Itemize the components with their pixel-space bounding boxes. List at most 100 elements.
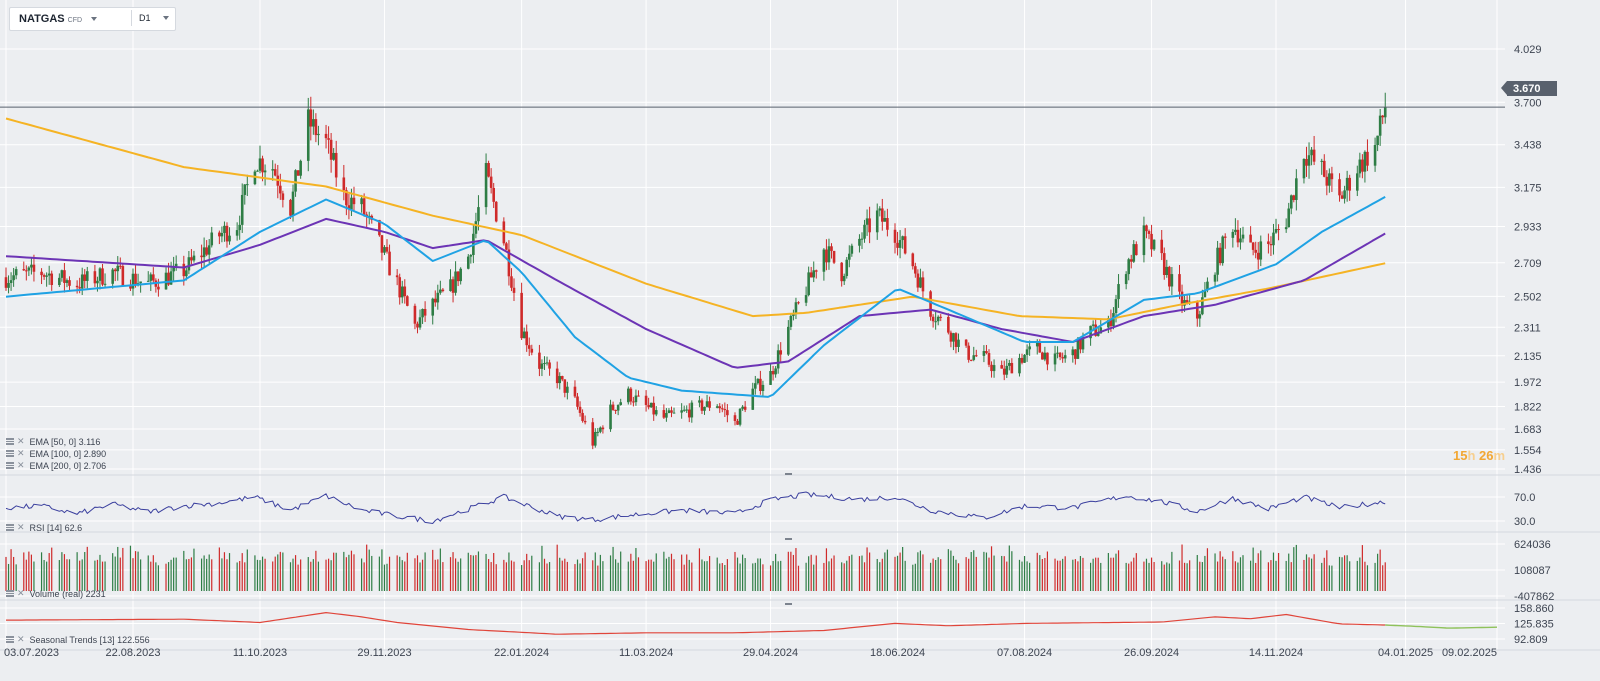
candle-body <box>78 287 81 289</box>
candle-body <box>825 249 828 263</box>
candle-body <box>832 250 836 263</box>
y-tick-label: 4.029 <box>1514 44 1542 56</box>
close-icon[interactable]: ✕ <box>17 634 25 644</box>
close-icon[interactable]: ✕ <box>17 448 25 458</box>
close-icon[interactable]: ✕ <box>17 460 25 470</box>
candle-body <box>992 365 996 372</box>
candle-body <box>299 160 302 176</box>
y-tick-label: 2.933 <box>1514 222 1542 234</box>
candle-body <box>243 184 247 195</box>
candle-body <box>431 298 435 316</box>
candle-body <box>1198 314 1202 319</box>
candle-body <box>916 273 920 288</box>
candle-body <box>1345 177 1349 191</box>
candle-body <box>914 266 917 274</box>
candle-body <box>1274 229 1278 233</box>
candle-body <box>507 249 511 277</box>
pane-resize-handle <box>785 538 792 540</box>
candle-body <box>627 388 630 403</box>
legend-ema100[interactable]: ✕ EMA [100, 0] 2.890 <box>6 448 106 459</box>
candle-body <box>350 197 353 210</box>
candle-body <box>202 247 206 258</box>
candle-body <box>1366 151 1369 166</box>
y-tick-label: 125.835 <box>1514 618 1554 630</box>
close-icon[interactable]: ✕ <box>17 522 25 532</box>
candle-body <box>1010 362 1014 374</box>
candle-body <box>720 408 724 410</box>
menu-icon[interactable] <box>6 524 14 531</box>
candle-body <box>715 406 719 408</box>
menu-icon[interactable] <box>6 438 14 445</box>
legend-ema50[interactable]: ✕ EMA [50, 0] 3.116 <box>6 436 100 447</box>
legend-ema200[interactable]: ✕ EMA [200, 0] 2.706 <box>6 460 106 471</box>
candle-body <box>700 400 704 411</box>
candle-body <box>190 257 193 261</box>
candle-body <box>804 295 808 303</box>
candle-body <box>101 268 104 285</box>
close-icon[interactable]: ✕ <box>17 588 25 598</box>
candle-body <box>1099 327 1103 334</box>
candle-body <box>1023 354 1026 363</box>
candle-body <box>787 326 790 355</box>
candle-body <box>583 420 587 423</box>
candle-body <box>1094 324 1097 336</box>
symbol-name[interactable]: NATGAS <box>19 13 65 25</box>
candle-body <box>599 427 602 432</box>
menu-icon[interactable] <box>6 590 14 597</box>
candle-body <box>609 404 612 430</box>
candle-body <box>1307 155 1311 166</box>
candle-body <box>240 194 244 225</box>
candle-body <box>538 352 541 369</box>
candle-body <box>1180 291 1184 306</box>
y-tick-label: 30.0 <box>1514 516 1535 528</box>
symbol-toolbar[interactable]: NATGAS CFD D1 <box>9 7 176 31</box>
candle-body <box>14 269 18 276</box>
candle-body <box>423 308 427 316</box>
timeframe-dropdown-icon[interactable] <box>162 16 169 20</box>
timeframe-select[interactable]: D1 <box>131 10 171 26</box>
candle-body <box>1348 177 1351 191</box>
candle-body <box>294 170 297 192</box>
candle-body <box>182 263 186 277</box>
y-tick-label: 1.683 <box>1514 424 1542 436</box>
candle-body <box>878 208 882 211</box>
candle-body <box>1267 241 1270 245</box>
candle-body <box>474 221 478 234</box>
candle-body <box>1376 135 1379 146</box>
candle-body <box>1053 353 1057 365</box>
candle-body <box>611 404 615 410</box>
menu-icon[interactable] <box>6 636 14 643</box>
candle-body <box>1343 190 1346 199</box>
legend-rsi[interactable]: ✕ RSI [14] 62.6 <box>6 522 82 533</box>
legend-volume[interactable]: ✕ Volume (real) 2231 <box>6 588 106 599</box>
candle-body <box>345 190 348 206</box>
menu-icon[interactable] <box>6 450 14 457</box>
candle-body <box>776 350 780 369</box>
candle-body <box>1218 247 1222 264</box>
candle-body <box>1170 274 1174 287</box>
x-tick-label: 22.01.2024 <box>494 647 549 659</box>
candle-body <box>723 409 727 411</box>
x-tick-label: 18.06.2024 <box>870 647 925 659</box>
candle-body <box>1241 234 1245 239</box>
candle-body <box>281 193 285 200</box>
menu-icon[interactable] <box>6 462 14 469</box>
candle-body <box>1168 266 1171 287</box>
candle-body <box>1018 357 1021 374</box>
candle-body <box>990 364 993 372</box>
candle-body <box>680 410 683 413</box>
candle-body <box>360 198 363 205</box>
close-icon[interactable]: ✕ <box>17 436 25 446</box>
candle-body <box>220 232 224 237</box>
candle-body <box>581 412 584 421</box>
legend-seasonal[interactable]: ✕ Seasonal Trends [13] 122.556 <box>6 634 150 645</box>
legend-ema200-label: EMA [200, 0] 2.706 <box>29 460 107 471</box>
candle-body <box>263 170 267 173</box>
symbol-dropdown-icon[interactable] <box>91 17 98 21</box>
candle-body <box>652 402 656 415</box>
candle-body <box>576 396 579 407</box>
candle-body <box>200 255 203 258</box>
candle-body <box>761 384 765 391</box>
x-tick-label: 11.10.2023 <box>233 647 287 659</box>
